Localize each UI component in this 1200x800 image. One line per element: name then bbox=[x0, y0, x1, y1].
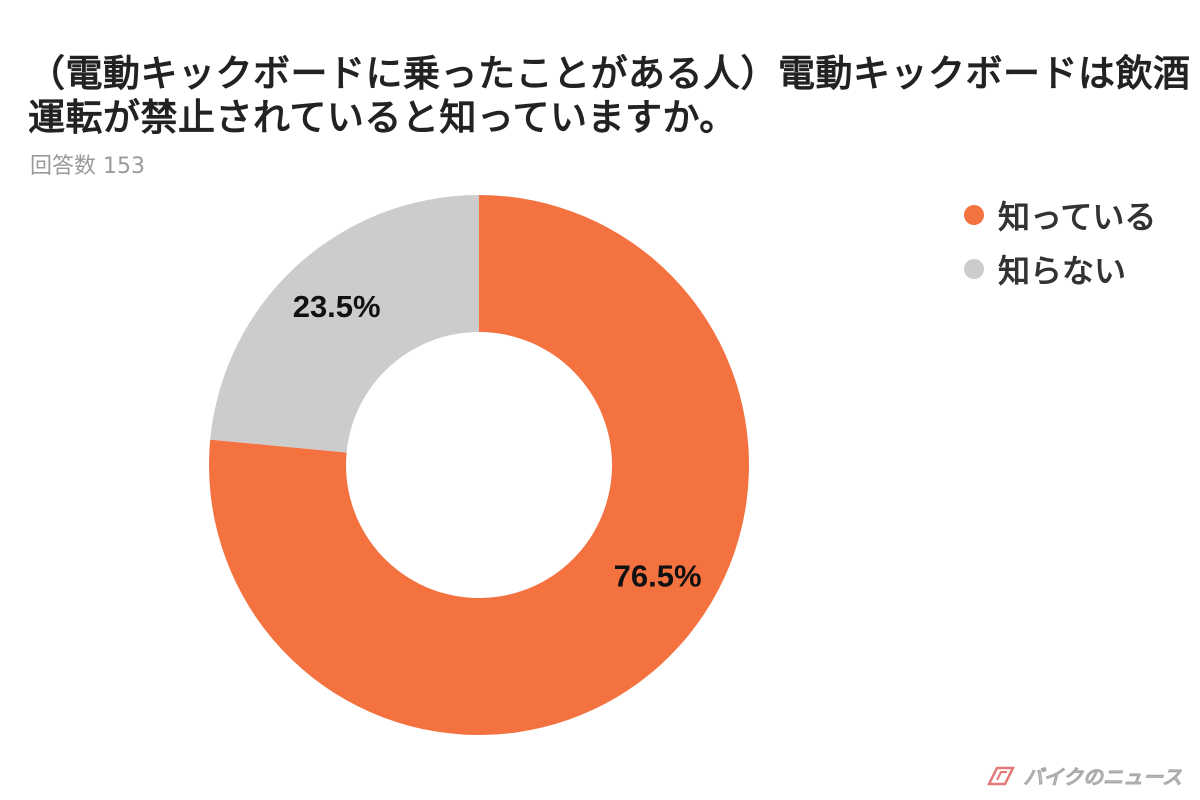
legend: 知っている 知らない bbox=[964, 188, 1156, 296]
motorcycle-logo-icon bbox=[987, 766, 1016, 785]
legend-label-unknown: 知らない bbox=[998, 252, 1127, 290]
legend-swatch-known bbox=[964, 205, 984, 225]
response-count: 回答数 153 bbox=[30, 154, 145, 179]
watermark: バイクのニュース bbox=[985, 761, 1182, 790]
slice-known bbox=[208, 195, 749, 736]
chart-title-line-2: 運転が禁止されていると知っていますか。 bbox=[28, 96, 737, 139]
legend-label-known: 知っている bbox=[998, 198, 1157, 236]
data-label-unknown: 23.5% bbox=[293, 289, 381, 324]
chart-title: （電動キックボードに乗ったことがある人）電動キックボードは飲酒 運転が禁止されて… bbox=[28, 52, 1191, 140]
legend-item-known: 知っている bbox=[964, 188, 1156, 242]
legend-item-unknown: 知らない bbox=[964, 242, 1156, 296]
watermark-text: バイクのニュース bbox=[1023, 765, 1182, 790]
data-label-known: 76.5% bbox=[614, 559, 702, 594]
slice-unknown bbox=[210, 195, 479, 453]
chart-title-line-1: （電動キックボードに乗ったことがある人）電動キックボードは飲酒 bbox=[28, 52, 1191, 95]
legend-swatch-unknown bbox=[964, 259, 984, 279]
